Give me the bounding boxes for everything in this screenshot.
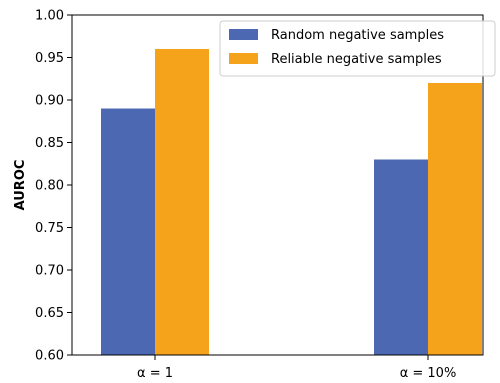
y-tick-label: 0.75	[35, 221, 64, 236]
legend-label-1: Random negative samples	[271, 28, 444, 43]
y-tick-label: 0.85	[35, 136, 64, 151]
bar-series-2-1	[155, 49, 209, 355]
y-tick-label: 1.00	[35, 9, 64, 24]
legend-box	[219, 20, 496, 77]
y-tick-label: 0.70	[35, 264, 64, 279]
y-tick-label: 0.60	[35, 349, 64, 364]
y-tick-label: 0.80	[35, 179, 64, 194]
legend-label-2: Reliable negative samples	[271, 52, 442, 67]
legend-swatch-1	[229, 29, 258, 40]
legend: Random negative samples Reliable negative…	[219, 20, 496, 77]
x-axis: α = 1 α = 10%	[137, 355, 456, 381]
y-tick-label: 0.90	[35, 94, 64, 109]
x-tick-label: α = 10%	[400, 366, 457, 381]
legend-swatch-2	[229, 53, 258, 64]
y-tick-label: 0.65	[35, 306, 64, 321]
y-tick-label: 0.95	[35, 51, 64, 66]
bars-group	[101, 49, 482, 355]
x-tick-label: α = 1	[137, 366, 173, 381]
y-axis: 0.60 0.65 0.70 0.75 0.80 0.85 0.90 0.95 1.00	[35, 9, 72, 364]
bar-series-2-2	[428, 83, 482, 355]
bar-series-1-1	[101, 108, 155, 355]
bar-series-1-2	[374, 159, 428, 355]
y-axis-label: AUROC	[13, 160, 28, 211]
